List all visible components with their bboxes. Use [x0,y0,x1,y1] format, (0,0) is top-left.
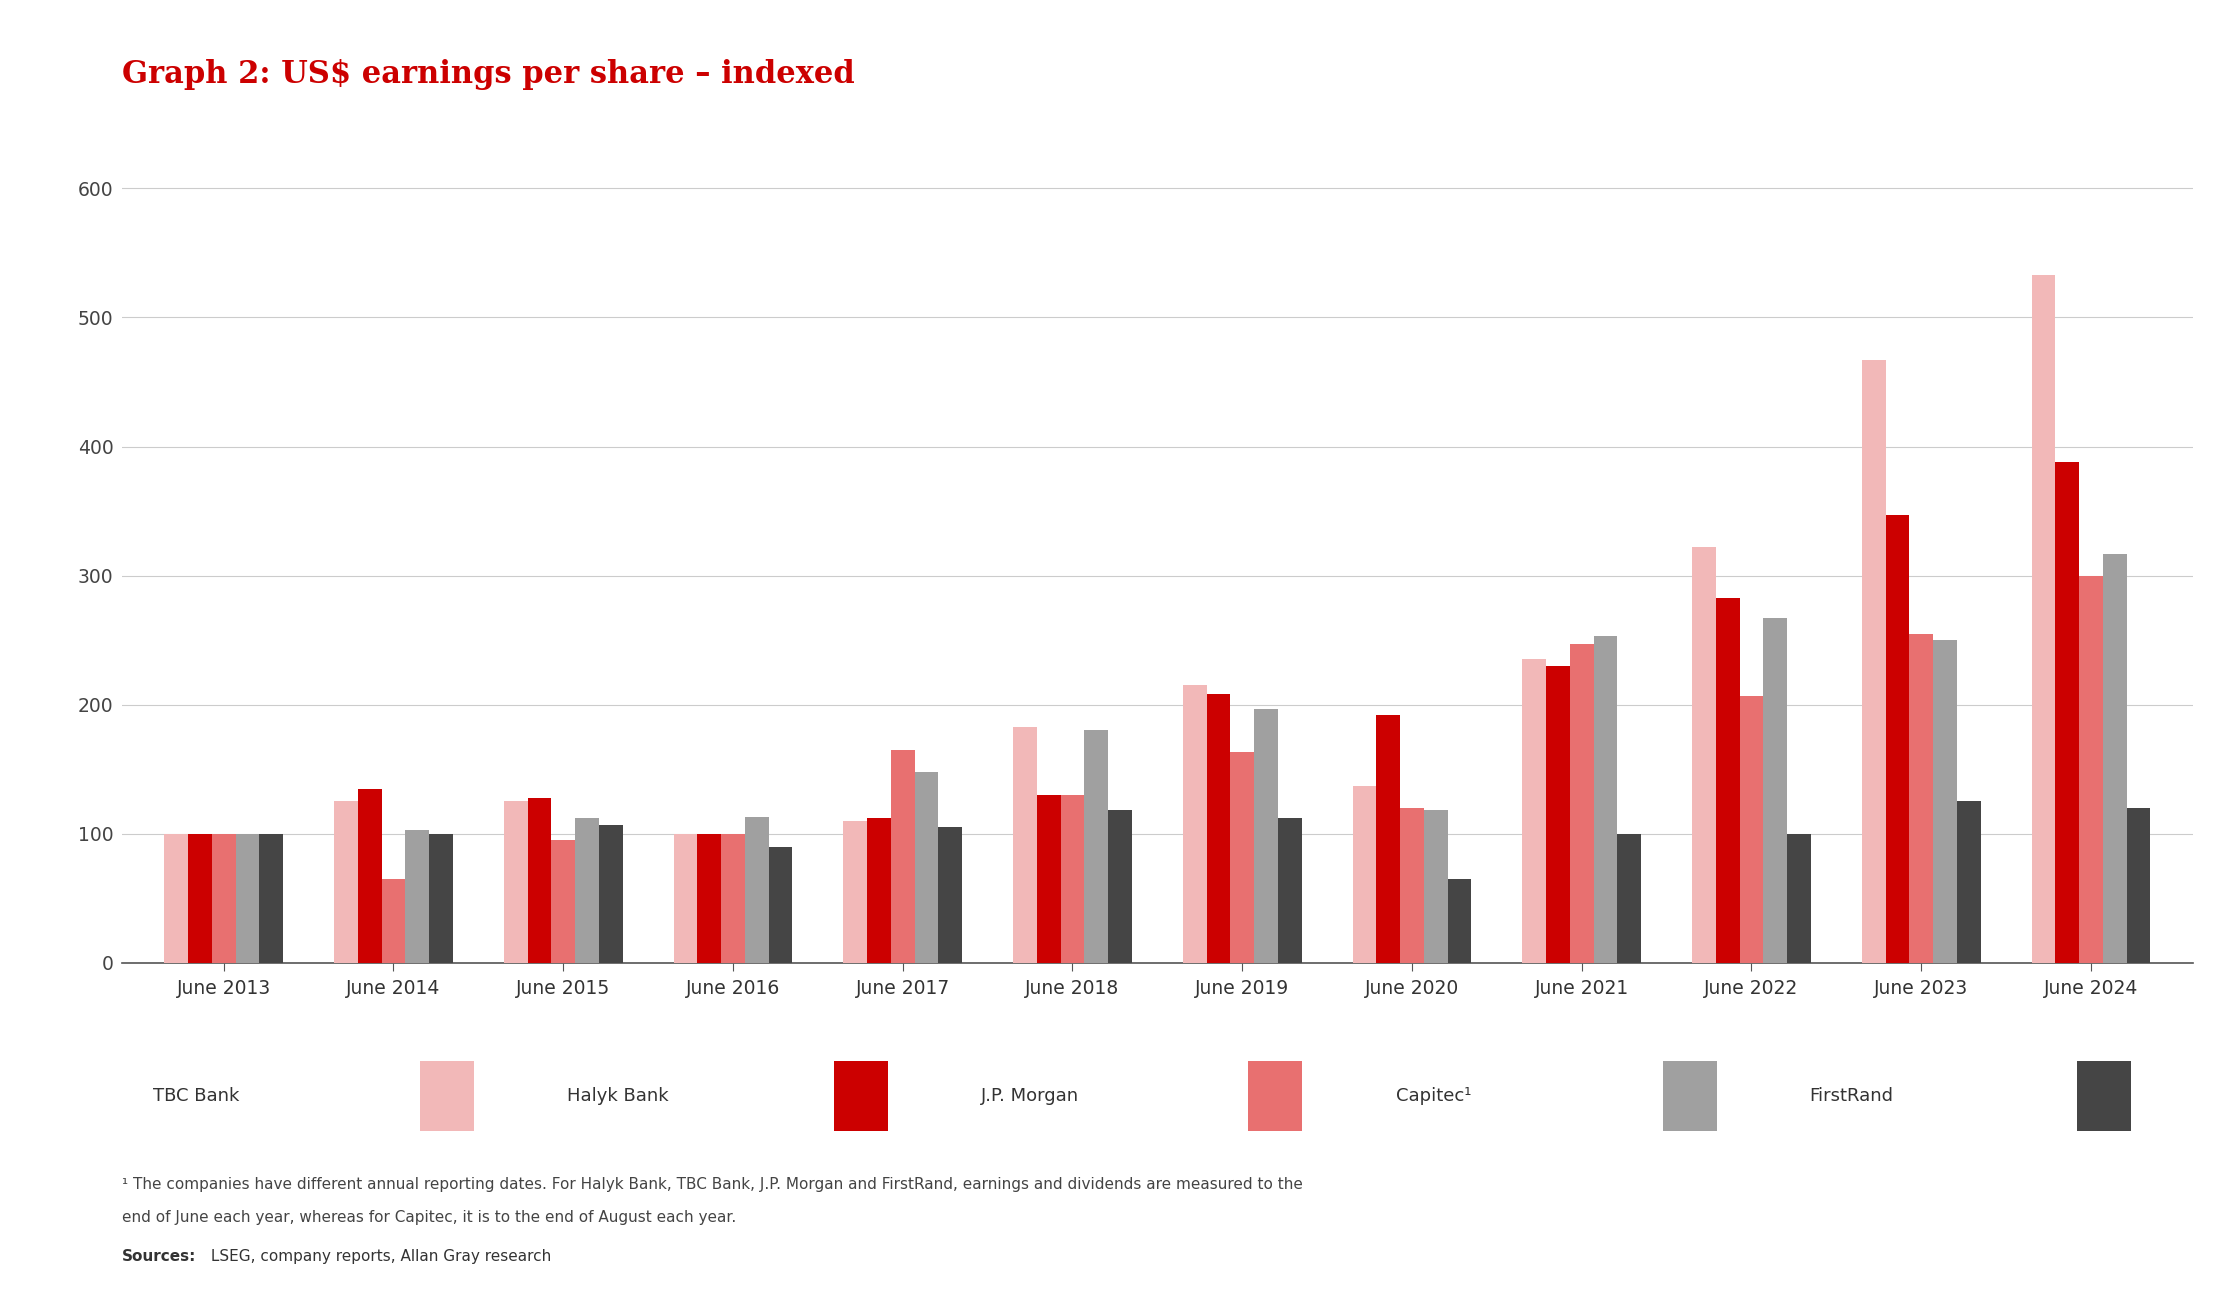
Bar [1739,696,1763,963]
Bar [213,834,235,963]
Bar [769,847,793,963]
Bar [576,818,598,963]
Bar [939,827,961,963]
Bar [1353,786,1376,963]
Text: TBC Bank: TBC Bank [153,1088,239,1105]
Bar [1400,808,1424,963]
FancyBboxPatch shape [421,1060,474,1132]
Bar [1376,716,1400,963]
FancyBboxPatch shape [2078,1060,2131,1132]
Bar [1692,548,1717,963]
Bar [1956,801,1980,963]
Text: Capitec¹: Capitec¹ [1395,1088,1471,1105]
Bar [890,749,915,963]
Bar [698,834,722,963]
Bar [722,834,744,963]
Text: LSEG, company reports, Allan Gray research: LSEG, company reports, Allan Gray resear… [206,1249,552,1265]
Bar [2080,575,2102,963]
Bar [1885,515,1909,963]
Bar [1546,666,1570,963]
Bar [1207,695,1229,963]
Bar [2102,554,2126,963]
FancyBboxPatch shape [835,1060,888,1132]
Bar [1183,686,1207,963]
Text: FirstRand: FirstRand [1810,1088,1894,1105]
Text: Sources:: Sources: [122,1249,197,1265]
Bar [503,801,527,963]
Bar [1037,795,1061,963]
Bar [552,840,576,963]
Bar [673,834,698,963]
FancyBboxPatch shape [1249,1060,1302,1132]
Bar [359,788,381,963]
Bar [381,879,405,963]
FancyBboxPatch shape [1663,1060,1717,1132]
Bar [1570,644,1593,963]
Bar [1909,634,1934,963]
Bar [2126,808,2151,963]
Bar [1522,660,1546,963]
Bar [1863,360,1885,963]
Bar [1229,752,1254,963]
Bar [259,834,284,963]
Bar [164,834,188,963]
Bar [1085,730,1108,963]
Bar [1108,811,1132,963]
Bar [915,771,939,963]
Text: end of June each year, whereas for Capitec, it is to the end of August each year: end of June each year, whereas for Capit… [122,1210,735,1226]
Text: J.P. Morgan: J.P. Morgan [981,1088,1079,1105]
Bar [1254,709,1278,963]
Bar [1934,640,1956,963]
Bar [1617,834,1641,963]
Bar [334,801,359,963]
Bar [430,834,452,963]
Bar [598,825,622,963]
Bar [1449,879,1471,963]
Text: Graph 2: US$ earnings per share – indexed: Graph 2: US$ earnings per share – indexe… [122,59,855,90]
Bar [1012,726,1037,963]
Bar [235,834,259,963]
Text: ¹ The companies have different annual reporting dates. For Halyk Bank, TBC Bank,: ¹ The companies have different annual re… [122,1177,1302,1193]
Bar [188,834,213,963]
Bar [1061,795,1085,963]
Bar [866,818,890,963]
Bar [744,817,769,963]
Bar [1593,636,1617,963]
Bar [527,798,552,963]
Bar [1424,811,1449,963]
Bar [405,830,430,963]
Bar [2031,275,2056,963]
Bar [844,821,866,963]
Bar [1278,818,1302,963]
Bar [2056,462,2080,963]
Text: Halyk Bank: Halyk Bank [567,1088,669,1105]
Bar [1763,618,1788,963]
Bar [1717,597,1739,963]
Bar [1788,834,1812,963]
